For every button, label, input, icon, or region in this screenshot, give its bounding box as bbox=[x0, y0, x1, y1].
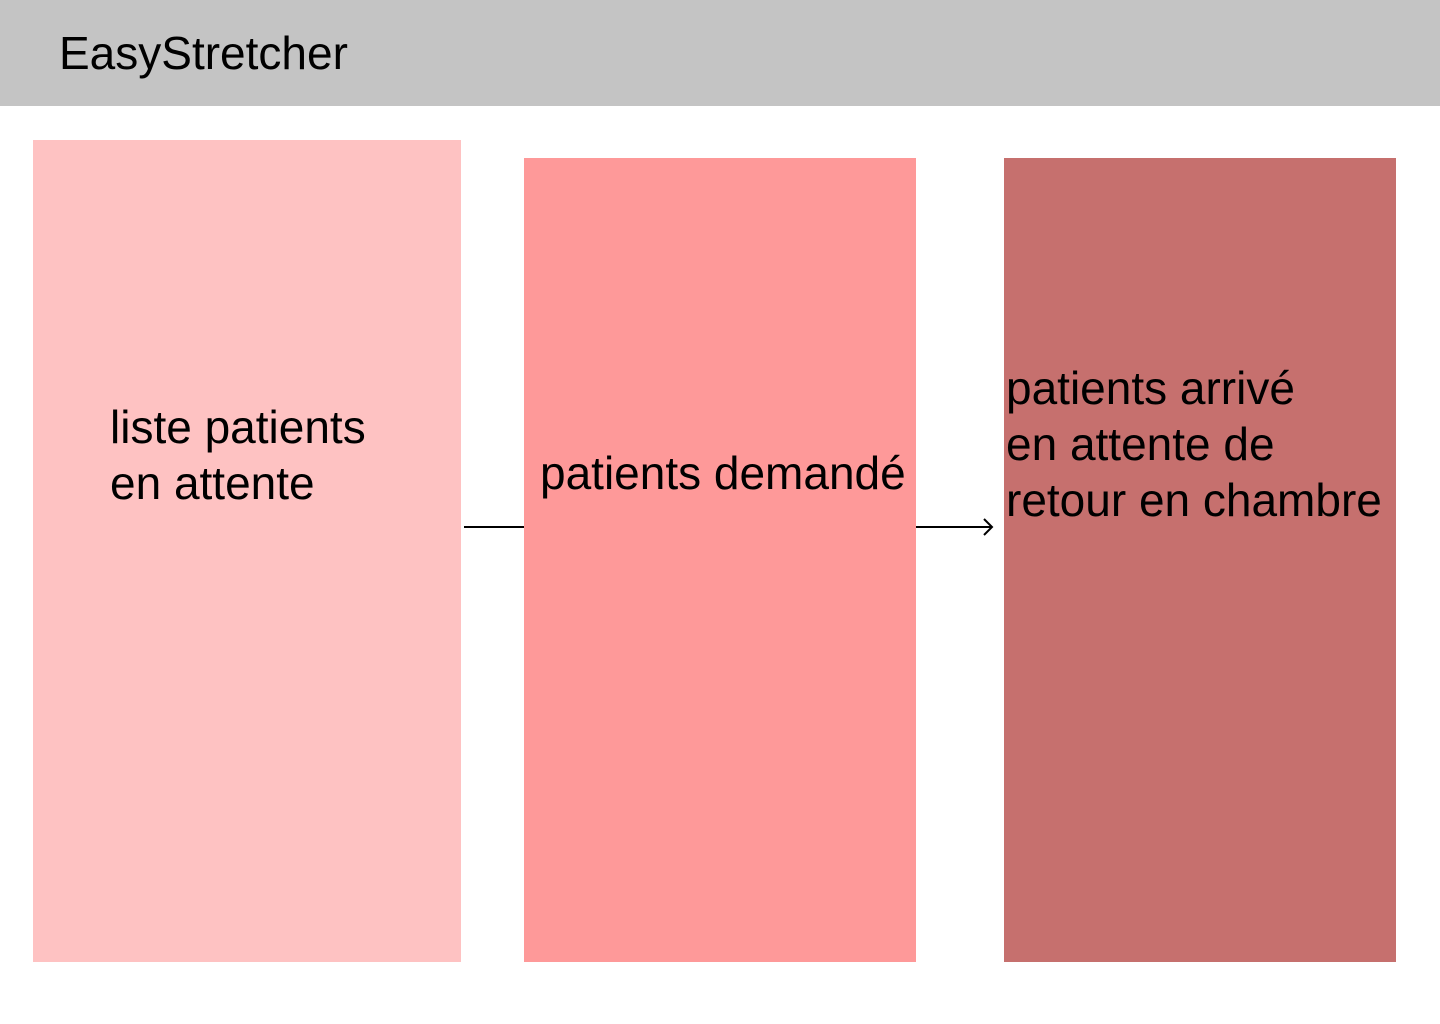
column-arrived-label: patients arrivé en attente de retour en … bbox=[1006, 362, 1382, 526]
column-requested-label: patients demandé bbox=[540, 447, 906, 499]
column-waiting-label: liste patients en attente bbox=[110, 401, 366, 509]
app-header: EasyStretcher bbox=[0, 0, 1440, 106]
arrow-right-icon bbox=[916, 518, 994, 536]
column-arrived-patients[interactable]: patients arrivé en attente de retour en … bbox=[1004, 158, 1396, 962]
app-title: EasyStretcher bbox=[59, 27, 348, 79]
column-requested-patients[interactable]: patients demandé bbox=[524, 158, 916, 962]
column-waiting-patients[interactable]: liste patients en attente bbox=[33, 140, 461, 962]
